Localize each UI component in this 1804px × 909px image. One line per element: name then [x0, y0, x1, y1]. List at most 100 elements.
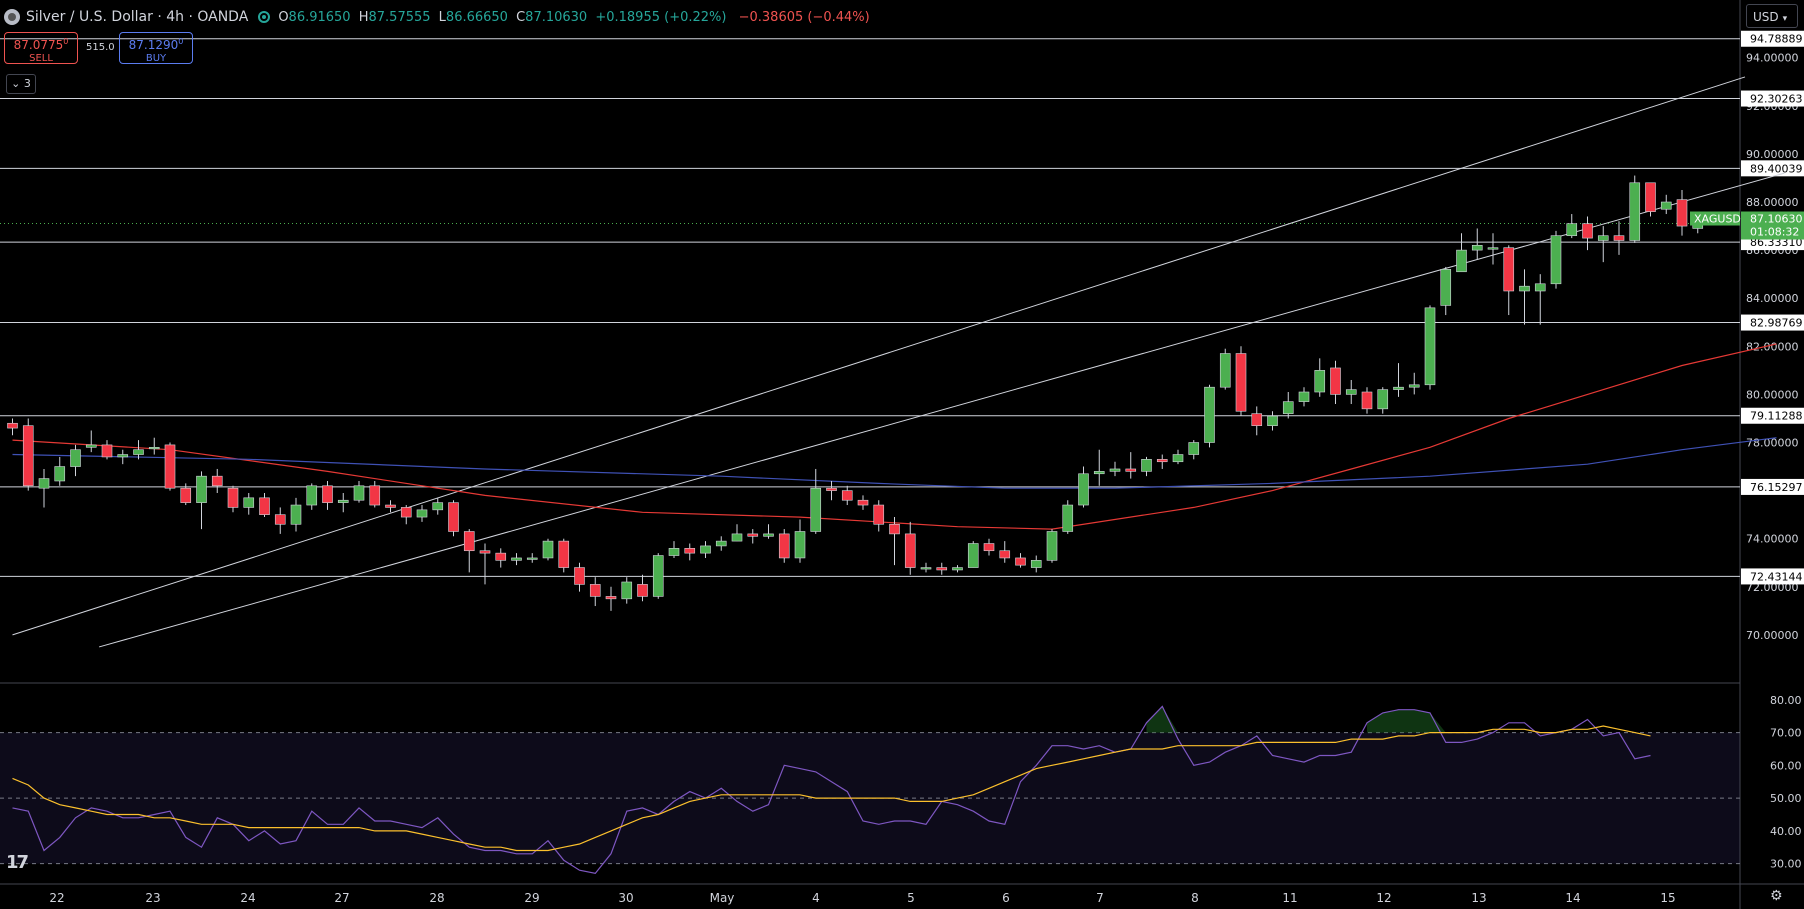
price-tick-label: 74.00000	[1746, 533, 1799, 546]
candle-body	[574, 567, 585, 585]
low-value: 86.66650	[445, 9, 508, 25]
candle-body	[621, 581, 633, 600]
candle-body	[400, 507, 412, 518]
candle-body	[1109, 468, 1121, 472]
candle-body	[1219, 353, 1231, 388]
level-label-background	[1741, 407, 1804, 424]
level-label: 72.43144	[1750, 570, 1803, 583]
time-tick-label: 7	[1096, 891, 1104, 905]
candle-body	[369, 485, 381, 506]
candle-body	[448, 502, 459, 532]
current-price-label: 87.10630	[1750, 213, 1803, 226]
indicators-toggle-button[interactable]: ⌄ 3	[6, 74, 36, 94]
candle-body	[1141, 459, 1152, 472]
symbol-title[interactable]: Silver / U.S. Dollar · 4h · OANDA	[26, 9, 249, 25]
candle-body	[1156, 459, 1168, 463]
buy-price: 87.1290	[128, 38, 179, 52]
candle-body	[1125, 468, 1137, 472]
gear-icon[interactable]: ⚙	[1770, 888, 1783, 904]
buy-label: BUY	[145, 53, 167, 64]
rsi-overbought-fill	[1367, 709, 1446, 733]
candle-body	[290, 504, 302, 525]
candle-body	[353, 485, 365, 501]
sell-price-sup: 0	[63, 37, 69, 46]
candle-body	[133, 449, 144, 455]
time-tick-label: 4	[812, 891, 820, 905]
candle-body	[637, 584, 648, 597]
level-label: 82.98769	[1750, 317, 1803, 330]
candle-body	[1078, 473, 1089, 506]
time-tick-label: 8	[1191, 891, 1199, 905]
price-tick-label: 94.00000	[1746, 52, 1799, 65]
currency-label: USD	[1753, 10, 1779, 24]
buy-price-sup: 0	[178, 37, 184, 46]
close-label: C	[516, 9, 526, 25]
level-label: 94.78889	[1750, 33, 1803, 46]
candle-body	[22, 425, 34, 487]
candle-body	[1314, 370, 1326, 393]
channel-line	[98, 172, 1785, 648]
candle-body	[211, 475, 223, 487]
candle-body	[936, 567, 948, 571]
candle-body	[1645, 182, 1656, 212]
candle-body	[1550, 235, 1562, 285]
current-price-label-background	[1741, 211, 1804, 240]
candle-body	[38, 478, 50, 489]
moving-average-line	[12, 437, 1777, 489]
time-tick-label: 6	[1002, 891, 1010, 905]
candle-body	[196, 475, 207, 503]
time-tick-label: May	[710, 891, 735, 905]
level-label-background	[1741, 90, 1804, 107]
candle-body	[322, 485, 333, 503]
buy-button[interactable]: 87.12900 BUY	[119, 32, 193, 64]
candle-body	[731, 533, 743, 542]
candle-body	[1015, 557, 1026, 566]
candle-body	[1456, 249, 1467, 273]
rsi-tick-label: 30.00	[1770, 858, 1802, 871]
level-label: 79.11288	[1750, 410, 1803, 423]
rsi-tick-label: 70.00	[1770, 727, 1802, 740]
time-tick-label: 29	[524, 891, 539, 905]
candle-body	[7, 422, 18, 429]
time-tick-label: 22	[49, 891, 64, 905]
candle-body	[778, 533, 790, 559]
candle-body	[1330, 367, 1341, 395]
candle-body	[889, 523, 900, 535]
level-label: 92.30263	[1750, 93, 1803, 106]
candle-body	[1204, 386, 1215, 443]
candle-body	[1361, 391, 1373, 410]
time-tick-label: 12	[1376, 891, 1391, 905]
candle-body	[432, 502, 444, 511]
price-tick-label: 82.00000	[1746, 340, 1799, 353]
candle-body	[857, 499, 869, 506]
candle-body	[227, 487, 239, 508]
candle-body	[1377, 389, 1389, 410]
legend-bar: Silver / U.S. Dollar · 4h · OANDA O86.91…	[4, 6, 870, 28]
symbol-price-tag-background	[1690, 211, 1740, 226]
candle-body	[904, 533, 916, 568]
candle-body	[1235, 353, 1247, 412]
candle-body	[479, 550, 491, 554]
price-tick-label: 70.00000	[1746, 629, 1799, 642]
candle-body	[1613, 235, 1625, 241]
candle-body	[463, 531, 475, 552]
candle-body	[967, 543, 979, 568]
rsi-tick-label: 50.00	[1770, 792, 1802, 805]
candle-body	[385, 504, 396, 508]
candle-body	[1408, 384, 1420, 388]
chevron-down-icon: ⌄	[11, 77, 21, 90]
candle-body	[495, 552, 507, 561]
candle-body	[259, 497, 270, 515]
candle-body	[337, 499, 349, 503]
time-tick-label: 5	[907, 891, 915, 905]
candle-body	[810, 487, 822, 532]
candle-body	[952, 567, 963, 571]
candle-body	[526, 557, 538, 560]
rsi-line	[12, 705, 1651, 875]
currency-selector[interactable]: USD ▾	[1746, 4, 1798, 28]
candle-body	[306, 485, 318, 506]
sell-button[interactable]: 87.07750 SELL	[4, 32, 78, 64]
candle-body	[1487, 247, 1499, 250]
candle-body	[1597, 235, 1609, 241]
